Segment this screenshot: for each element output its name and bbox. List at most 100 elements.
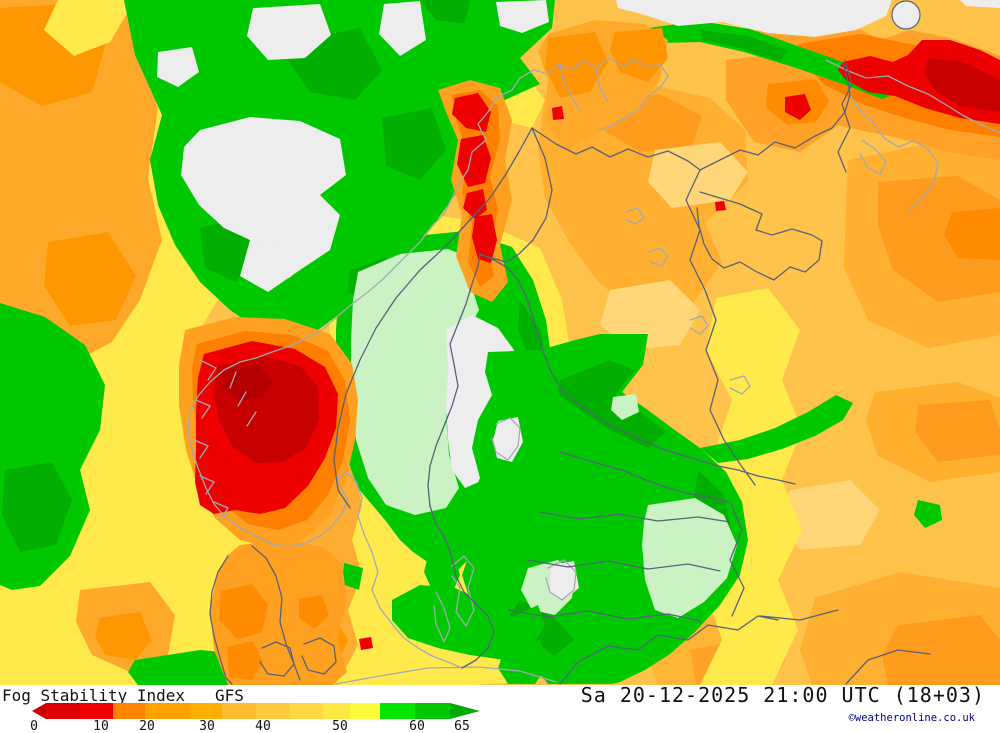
coast-red-blob (552, 106, 564, 120)
coast-gotland-oland (433, 555, 475, 643)
coastlines (187, 57, 1000, 685)
contour-blob (342, 563, 363, 590)
legend-segment (46, 703, 80, 719)
green-arm-northeast (700, 395, 853, 463)
fog-stability-map (0, 0, 1000, 685)
white-area (379, 1, 426, 56)
map-title: Fog Stability Index (2, 686, 186, 705)
coast-bothnia-finland (479, 253, 796, 485)
legend-segment (80, 703, 113, 719)
border-norway-finland (531, 127, 701, 171)
border-russia-north (699, 59, 853, 173)
coast-norway (187, 77, 521, 669)
coast-red-blob (452, 93, 491, 132)
contour-blob (424, 548, 460, 598)
white-area (254, 244, 291, 286)
border-norway-sweden (333, 127, 533, 509)
legend-segment (323, 703, 350, 719)
borders-southeast (559, 609, 931, 685)
legend-color-scale (32, 703, 480, 719)
coast-fjords (193, 359, 257, 521)
copyright-link[interactable]: ©weatheronline.co.uk (848, 712, 975, 724)
contour-blob (219, 584, 268, 640)
contour-blob (700, 30, 788, 62)
legend-tick: 40 (255, 719, 271, 733)
legend-segment (190, 703, 222, 719)
map-canvas (0, 0, 1000, 685)
legend-ticks: 0 10 20 30 40 50 60 65 (0, 719, 1000, 733)
contour-blob (227, 641, 263, 680)
contour-blob (878, 176, 1000, 302)
south-norway-darkest-red (224, 365, 273, 400)
legend-tick: 30 (199, 719, 215, 733)
border-sweden-finland (480, 127, 553, 263)
white-area (493, 417, 523, 462)
red-dot (785, 94, 811, 120)
contour-blob (915, 400, 1000, 462)
pale-green-baltic (642, 498, 737, 618)
legend-segment (380, 703, 415, 719)
white-area (549, 561, 579, 600)
pale-green-dot (611, 394, 639, 420)
border-karelia-loop (696, 191, 823, 281)
contour-blob (95, 612, 152, 660)
coast-red-blob (472, 214, 497, 263)
coast-sweden-east (427, 253, 495, 669)
white-area (181, 117, 346, 292)
contour-blob (2, 462, 72, 552)
legend-arrow-left (32, 703, 46, 719)
coast-red-blob (463, 189, 487, 219)
contour-blob (775, 480, 880, 550)
contour-blob (545, 32, 608, 98)
contour-blob (944, 208, 1000, 260)
contour-blob (44, 232, 136, 326)
legend-segment (350, 703, 380, 719)
legend-bar-segments (46, 703, 450, 719)
legend-tick: 10 (93, 719, 109, 733)
contour-blob (882, 615, 1000, 685)
legend-segment (145, 703, 190, 719)
white-sea-areas (616, 0, 1000, 37)
legend-tick: 60 (409, 719, 425, 733)
border-finland-russia (685, 169, 756, 486)
kola-dark-red (924, 58, 1000, 112)
legend-tick: 65 (454, 719, 470, 733)
datetime-label: Sa 20-12-2025 21:00 UTC (18+03) (580, 683, 985, 707)
contour-blob (420, 0, 470, 24)
footer-bar: Fog Stability Index GFS Sa 20-12-2025 21… (0, 683, 1000, 733)
coast-finnmark (519, 57, 669, 131)
contour-blob (538, 82, 748, 315)
legend-tick: 0 (30, 719, 38, 733)
red-dot (715, 201, 726, 211)
contour-blob (600, 280, 700, 350)
borders-baltic-states (507, 501, 745, 622)
white-area (496, 0, 549, 33)
contour-blob (914, 500, 942, 528)
legend-segment (290, 703, 323, 719)
island-outline (891, 0, 921, 30)
white-area (960, 0, 1000, 8)
legend-arrow-right (450, 703, 480, 719)
contour-blob (44, 0, 135, 56)
coast-denmark (209, 545, 337, 685)
legend-tick: 50 (332, 719, 348, 733)
contour-blob (299, 595, 329, 629)
legend-segment (415, 703, 450, 719)
model-label: GFS (215, 686, 244, 705)
coast-south-baltic (335, 666, 557, 685)
coast-kola-whitesea (825, 59, 1000, 211)
coast-estonian-islands (491, 417, 577, 601)
contour-blob (392, 585, 545, 660)
contour-blob (610, 28, 668, 82)
legend-segment (113, 703, 145, 719)
legend-segment (256, 703, 290, 719)
green-contours (0, 0, 942, 685)
white-area-barents (616, 0, 892, 37)
legend-segment (222, 703, 256, 719)
coast-estonia-north (559, 451, 731, 503)
red-dot (359, 637, 373, 650)
contour-blob (382, 108, 446, 180)
lakes-finland (625, 207, 751, 395)
white-area (247, 4, 331, 60)
